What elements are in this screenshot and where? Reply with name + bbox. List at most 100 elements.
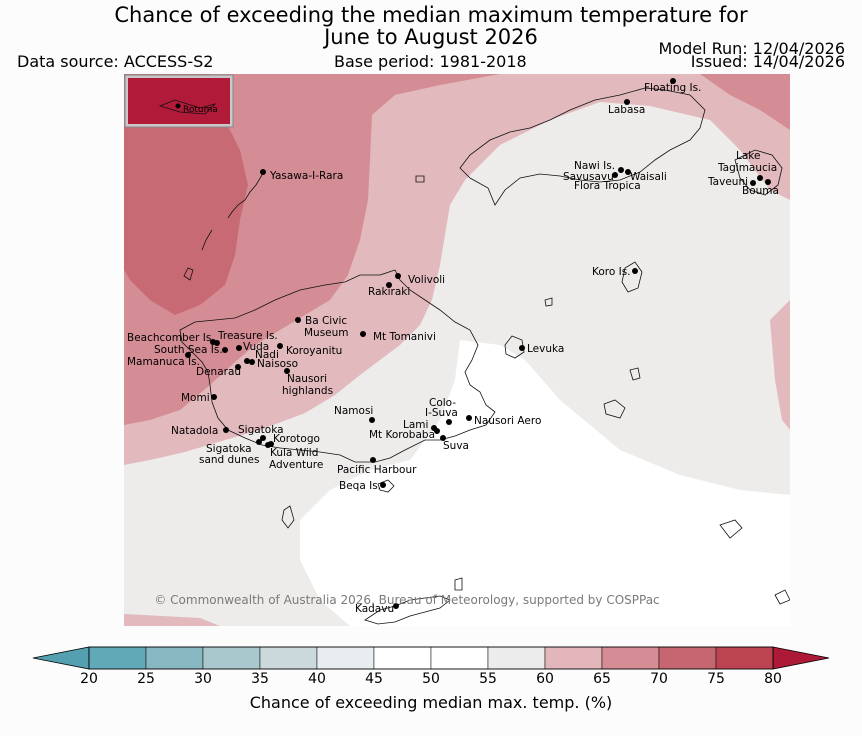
marker-south-sea <box>222 347 228 353</box>
label-treasure: Treasure Is. <box>217 330 278 342</box>
marker-ba <box>295 317 301 323</box>
marker-suva <box>440 435 446 441</box>
marker-namosi <box>369 417 375 423</box>
marker-nausori-highlands <box>284 368 290 374</box>
probability-shading <box>124 74 790 626</box>
label-tagimaucia: Tagimaucia <box>717 162 777 174</box>
label-rakiraki: Rakiraki <box>368 286 410 298</box>
region-60-65-south <box>124 614 220 626</box>
label-nadi: Nadi <box>255 349 279 361</box>
colorbar <box>32 646 830 670</box>
label-volivoli: Volivoli <box>408 274 445 286</box>
label-nawi: Nawi Is. <box>574 160 615 172</box>
label-kadavu: Kadavu <box>355 603 394 615</box>
inset-label: Rotuma <box>183 105 218 115</box>
label-flora-tropica: Flora Tropica <box>574 180 641 192</box>
marker-rakiraki <box>386 282 392 288</box>
colorbar-cell <box>544 646 603 670</box>
marker-vuda <box>236 345 242 351</box>
marker-nausori-aero <box>466 415 472 421</box>
label-denarau: Denarau <box>196 366 241 378</box>
label-colo: Colo- <box>429 397 456 409</box>
marker-pacific-harbour <box>370 457 376 463</box>
label-i-suva: I-Suva <box>425 407 458 419</box>
label-highlands: highlands <box>282 385 333 397</box>
colorbar-tick-label: 65 <box>593 671 611 687</box>
marker-sigatoka <box>260 435 266 441</box>
marker-mamanuca <box>185 352 191 358</box>
inset-rotuma: Rotuma <box>124 74 234 128</box>
label-lake: Lake <box>736 150 760 162</box>
colorbar-cell <box>145 646 204 670</box>
inset-coast <box>158 99 217 115</box>
base-period: Base period: 1981-2018 <box>334 52 527 71</box>
label-bouma: Bouma <box>742 185 779 197</box>
label-mt-korobaba: Mt Korobaba <box>369 429 435 441</box>
coast-vatulele <box>281 505 295 529</box>
colorbar-tick-label: 55 <box>479 671 497 687</box>
marker-waisali <box>625 169 631 175</box>
label-levuka: Levuka <box>527 343 564 355</box>
label-south-sea: South Sea Is. <box>154 344 223 356</box>
colorbar-label: Chance of exceeding median max. temp. (%… <box>249 693 613 712</box>
label-labasa: Labasa <box>608 104 645 116</box>
coast-yasawa <box>183 174 263 281</box>
colorbar-tick-label: 70 <box>650 671 668 687</box>
label-beachcomber: Beachcomber Is. <box>127 332 215 344</box>
label-namosi: Namosi <box>334 405 373 417</box>
marker-labasa <box>624 99 630 105</box>
marker-koroyanitu <box>277 343 283 349</box>
coast-taveuni <box>734 149 783 196</box>
inset-marker <box>175 103 181 109</box>
marker-koro <box>632 268 638 274</box>
label-nausori-aero: Nausori Aero <box>474 415 541 427</box>
colorbar-cell <box>430 646 489 670</box>
label-sigatoka: Sigatoka <box>238 424 284 436</box>
marker-colo-i-suva <box>446 419 452 425</box>
colorbar-tick-label: 30 <box>194 671 212 687</box>
marker-tagimaucia <box>757 175 763 181</box>
label-floating-is: Floating Is. <box>644 82 701 94</box>
data-source: Data source: ACCESS-S2 <box>17 52 214 71</box>
issued-date: Issued: 14/04/2026 <box>690 52 845 71</box>
marker-naisoso <box>249 359 255 365</box>
label-vuda: Vuda <box>243 341 269 353</box>
colorbar-cell <box>715 646 774 670</box>
marker-sigatoka-dunes <box>256 439 262 445</box>
colorbar-cell <box>316 646 375 670</box>
colorbar-tick-label: 45 <box>365 671 383 687</box>
colorbar-over-arrow <box>772 646 830 670</box>
marker-yasawa <box>260 169 266 175</box>
colorbar-tick-label: 75 <box>707 671 725 687</box>
marker-volivoli <box>395 273 401 279</box>
map-title-line2: June to August 2026 <box>324 25 538 49</box>
colorbar-cell <box>658 646 717 670</box>
marker-taveuni <box>750 180 756 186</box>
marker-bouma <box>765 179 771 185</box>
colorbar-tick-label: 35 <box>251 671 269 687</box>
label-museum: Museum <box>304 327 349 339</box>
region-70-75 <box>124 74 248 315</box>
marker-denarau <box>235 364 241 370</box>
label-tomanivi: Mt Tomanivi <box>373 331 436 343</box>
region-45-55 <box>300 340 790 626</box>
label-sand-dunes: sand dunes <box>199 454 259 466</box>
colorbar-cell <box>202 646 261 670</box>
marker-nawi <box>618 167 624 173</box>
label-naisoso: Naisoso <box>257 358 298 370</box>
colorbar-cell <box>601 646 660 670</box>
label-taveuni: Taveuni <box>707 176 748 188</box>
marker-savusavu <box>612 172 618 178</box>
label-suva: Suva <box>443 440 469 452</box>
coast-koro <box>621 261 643 293</box>
marker-treasure <box>214 340 220 346</box>
label-sigatoka-2: Sigatoka <box>206 443 252 455</box>
marker-tomanivi <box>360 331 366 337</box>
marker-natadola <box>223 427 229 433</box>
model-run: Model Run: 12/04/2026 <box>658 39 846 58</box>
marker-momi <box>211 394 217 400</box>
label-nausori: Nausori <box>287 373 327 385</box>
label-adventure: Adventure <box>269 459 323 471</box>
colorbar-tick-label: 50 <box>422 671 440 687</box>
